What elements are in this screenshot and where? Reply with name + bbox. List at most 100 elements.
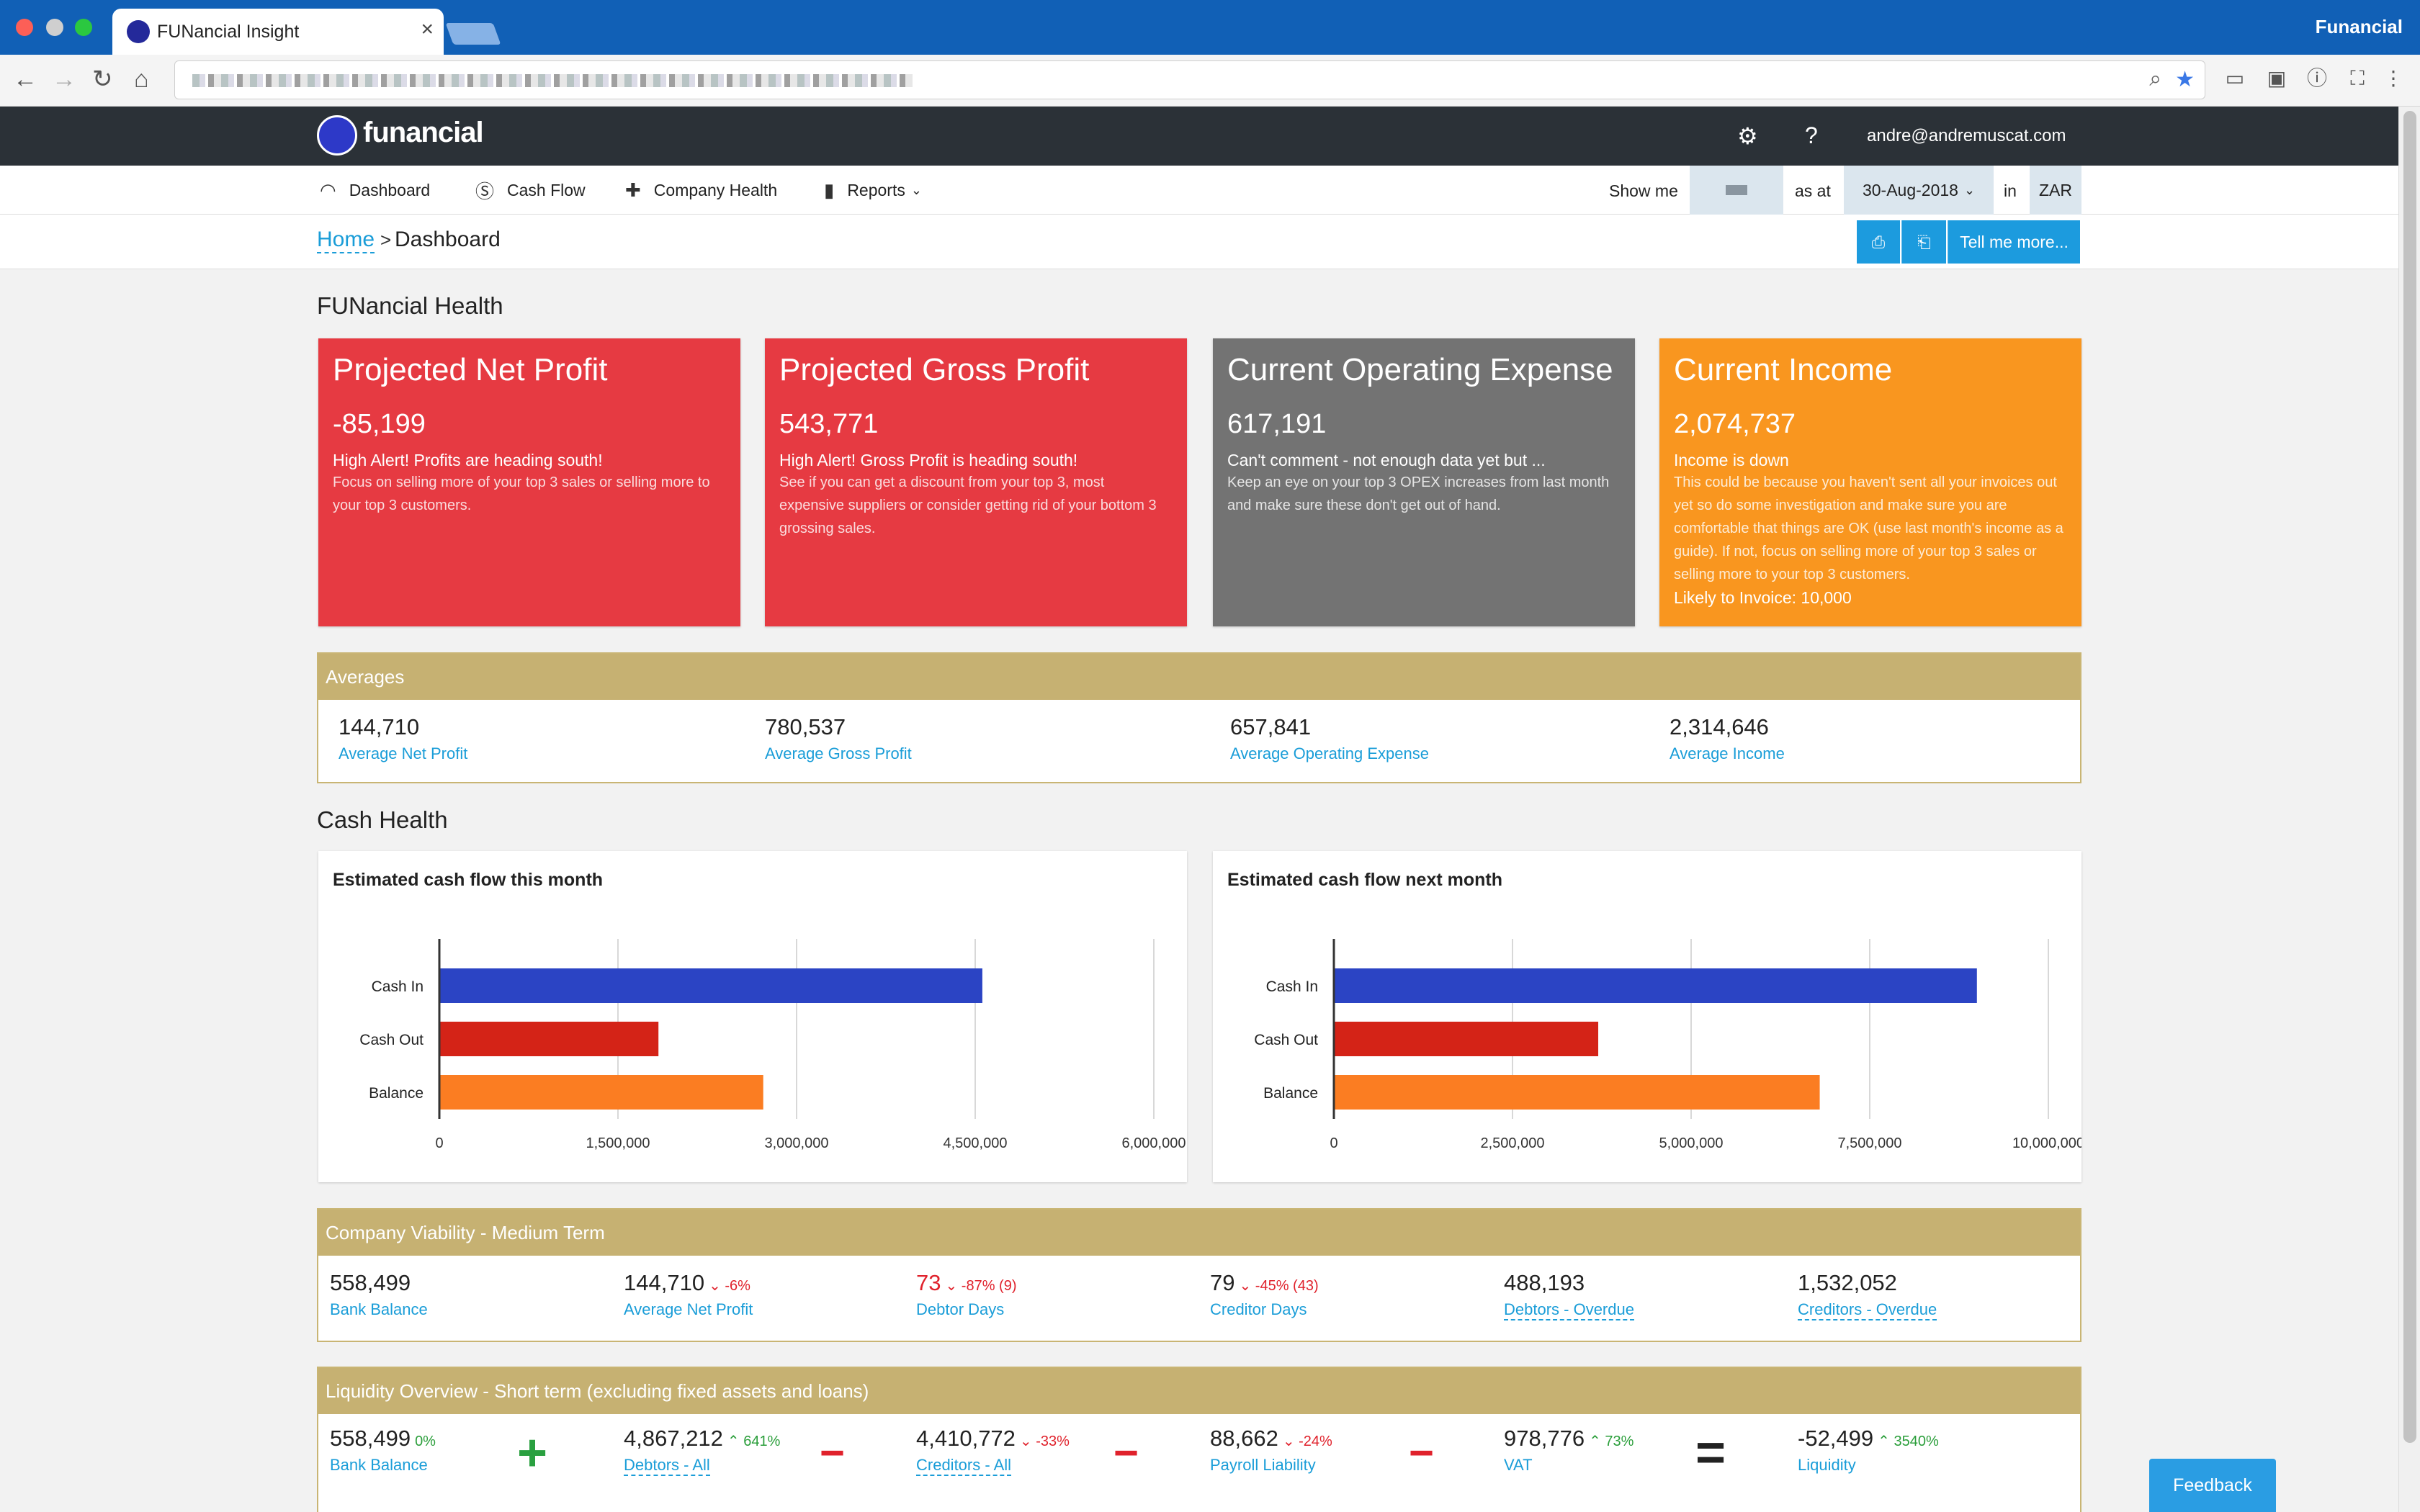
home-icon[interactable]: ⌂ — [134, 66, 149, 93]
stat-label[interactable]: Average Operating Expense — [1230, 744, 1429, 762]
feedback-button[interactable]: Feedback — [2149, 1459, 2276, 1512]
change-down-indicator: ⌄ -33% — [1019, 1434, 1070, 1449]
menu-item-label: Company Health — [653, 180, 778, 199]
screenshot-extension-icon[interactable]: ⛶ — [2350, 67, 2365, 89]
stat-label[interactable]: Average Income — [1670, 744, 1785, 762]
tab-close-icon[interactable]: × — [421, 17, 434, 41]
reload-icon[interactable]: ↻ — [92, 66, 113, 93]
average-operating-expense: 657,841 Average Operating Expense — [1230, 714, 1429, 763]
stat-label[interactable]: Average Gross Profit — [765, 744, 912, 762]
stat-label[interactable]: Average Net Profit — [624, 1300, 753, 1318]
help-icon[interactable]: ? — [1805, 122, 1818, 148]
viability-average-net-profit: 144,710 ⌄ -6% Average Net Profit — [624, 1270, 753, 1319]
bar-balance[interactable] — [1334, 1075, 1820, 1110]
menu-item-reports[interactable]: ▮ Reports ⌄ — [824, 166, 922, 215]
bar-balance[interactable] — [439, 1075, 763, 1110]
gear-icon[interactable]: ⚙ — [1737, 123, 1758, 149]
user-email[interactable]: andre@andremuscat.com — [1867, 126, 2066, 145]
averages-panel: Averages 144,710 Average Net Profit 780,… — [317, 652, 2081, 783]
scrollbar-thumb[interactable] — [2403, 111, 2416, 1443]
company-selector[interactable] — [1690, 166, 1783, 215]
stat-label[interactable]: Bank Balance — [330, 1300, 428, 1318]
plus-operator-icon: + — [517, 1424, 548, 1482]
creditors-all-link[interactable]: Creditors - All — [916, 1456, 1012, 1476]
currency-selector[interactable]: ZAR — [2030, 166, 2081, 215]
browser-profile-name[interactable]: Funancial — [2315, 16, 2403, 37]
maximize-window-button[interactable] — [75, 19, 92, 36]
menu-item-company-health[interactable]: ✚ Company Health — [625, 166, 777, 215]
viability-bank-balance: 558,499 Bank Balance — [330, 1270, 428, 1319]
card-projected-gross-profit[interactable]: Projected Gross Profit 543,771 High Aler… — [765, 338, 1187, 626]
export-pdf-button[interactable]: ⎙ — [1857, 220, 1900, 264]
card-alert: High Alert! Profits are heading south! — [333, 451, 603, 469]
stat-label[interactable]: Liquidity — [1798, 1456, 1856, 1474]
dollar-circle-icon: Ⓢ — [475, 180, 495, 202]
debtors-all-link[interactable]: Debtors - All — [624, 1456, 710, 1476]
stat-value: 978,776 ⌃ 73% — [1504, 1426, 1634, 1451]
minus-operator-icon: − — [1409, 1428, 1435, 1477]
stat-label[interactable]: VAT — [1504, 1456, 1533, 1474]
chart-title: Estimated cash flow next month — [1227, 870, 1503, 890]
zoom-icon[interactable]: ⌕ — [2149, 67, 2161, 91]
menu-item-cash-flow[interactable]: Ⓢ Cash Flow — [475, 166, 586, 215]
breadcrumb-current: Dashboard — [395, 228, 501, 251]
extension-icon[interactable]: ▣ — [2267, 67, 2287, 89]
address-bar[interactable]: ⌕ ★ — [174, 60, 2205, 99]
browser-toolbar: ← → ↻ ⌂ ⌕ ★ ▭ ▣ ⓘ ⛶ ⋮ — [0, 55, 2420, 107]
x-tick-label: 3,000,000 — [765, 1135, 829, 1151]
chart-cash-flow-next-month: Estimated cash flow next month 0 2,500,00… — [1213, 851, 2081, 1182]
card-title: Projected Net Profit — [333, 352, 608, 387]
debtors-overdue-link[interactable]: Debtors - Overdue — [1504, 1300, 1634, 1320]
browser-menu-icon[interactable]: ⋮ — [2383, 67, 2403, 89]
browser-tab-active[interactable]: FUNancial Insight × — [112, 9, 444, 55]
stat-label[interactable]: Bank Balance — [330, 1456, 428, 1474]
bar-cash-out[interactable] — [1334, 1022, 1599, 1056]
y-category-label: Cash In — [372, 978, 424, 995]
minus-operator-icon: − — [1113, 1428, 1139, 1477]
stat-label[interactable]: Creditor Days — [1210, 1300, 1307, 1318]
logo-text[interactable]: funancial — [363, 117, 484, 148]
bar-cash-out[interactable] — [439, 1022, 659, 1056]
likely-to-invoice: Likely to Invoice: 10,000 — [1674, 588, 1852, 607]
back-arrow-icon[interactable]: ← — [13, 66, 37, 93]
bar-cash-in[interactable] — [439, 968, 982, 1003]
pdf-icon: ⎙ — [1871, 232, 1886, 251]
creditors-overdue-link[interactable]: Creditors - Overdue — [1798, 1300, 1937, 1320]
card-projected-net-profit[interactable]: Projected Net Profit -85,199 High Alert!… — [318, 338, 740, 626]
bar-cash-in[interactable] — [1334, 968, 1977, 1003]
stat-value: 4,867,212 ⌃ 641% — [624, 1426, 781, 1451]
liquidity-debtors-all: 4,867,212 ⌃ 641% Debtors - All — [624, 1426, 780, 1476]
bookmark-star-icon[interactable]: ★ — [2175, 68, 2195, 91]
liquidity-creditors-all: 4,410,772 ⌄ -33% Creditors - All — [916, 1426, 1070, 1476]
tell-me-more-button[interactable]: Tell me more... — [1948, 220, 2080, 264]
breadcrumb-separator: > — [380, 229, 392, 251]
change-up-indicator: ⌃ 3540% — [1878, 1434, 1939, 1449]
x-tick-label: 0 — [1330, 1135, 1337, 1151]
menu-item-label: Dashboard — [349, 180, 431, 199]
card-description: See if you can get a discount from your … — [779, 474, 1157, 536]
cast-icon[interactable]: ▭ — [2225, 67, 2245, 89]
info-extension-icon[interactable]: ⓘ — [2306, 67, 2327, 89]
company-name-blurred — [1726, 185, 1747, 195]
card-title: Projected Gross Profit — [779, 352, 1090, 387]
stat-label[interactable]: Debtor Days — [916, 1300, 1005, 1318]
new-tab-button[interactable] — [445, 23, 501, 45]
page-scrollbar[interactable] — [2398, 107, 2420, 1512]
breadcrumb-home-link[interactable]: Home — [317, 228, 375, 253]
show-me-label: Show me — [1609, 181, 1678, 200]
stat-label[interactable]: Average Net Profit — [339, 744, 468, 762]
y-category-label: Balance — [1263, 1085, 1318, 1102]
minimize-window-button[interactable] — [46, 19, 63, 36]
menu-item-dashboard[interactable]: ◠ Dashboard — [320, 166, 430, 215]
print-button[interactable]: ⎗ — [1901, 220, 1946, 264]
equals-operator-icon: = — [1695, 1424, 1726, 1482]
forward-arrow-icon[interactable]: → — [52, 66, 76, 93]
card-current-operating-expense[interactable]: Current Operating Expense 617,191 Can't … — [1213, 338, 1635, 626]
card-current-income[interactable]: Current Income 2,074,737 Income is down … — [1659, 338, 2081, 626]
stat-value: 144,710 ⌄ -6% — [624, 1270, 750, 1295]
close-window-button[interactable] — [16, 19, 33, 36]
panel-title: Company Viability - Medium Term — [318, 1210, 2080, 1256]
funancial-logo-icon[interactable] — [317, 115, 357, 156]
date-selector[interactable]: 30-Aug-2018 ⌄ — [1844, 166, 1994, 215]
stat-label[interactable]: Payroll Liability — [1210, 1456, 1316, 1474]
